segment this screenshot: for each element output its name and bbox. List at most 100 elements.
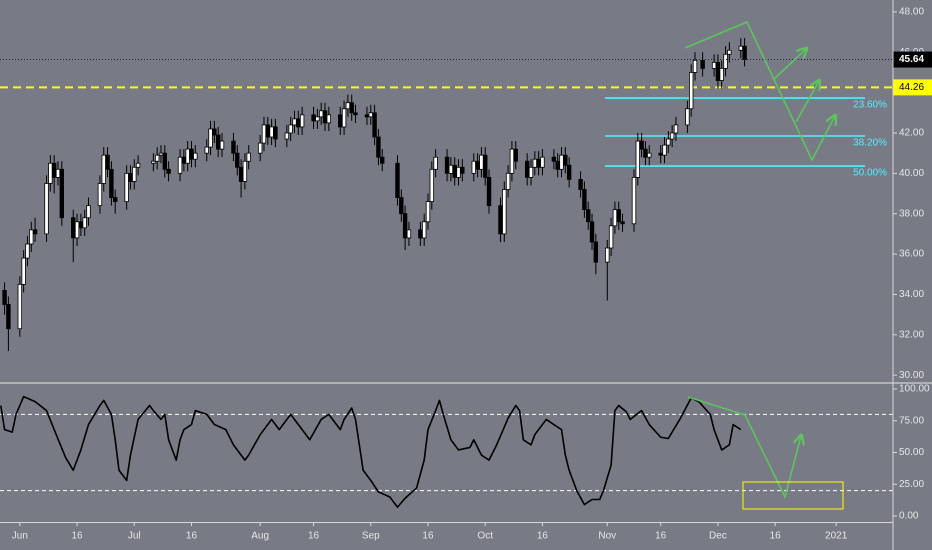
candle-body (368, 112, 373, 118)
candle-body (582, 189, 587, 211)
x-tick-label: Jun (12, 531, 28, 542)
candle-body (418, 229, 423, 239)
candle-body (586, 209, 591, 223)
candle-body (662, 144, 667, 156)
candle-body (231, 140, 236, 154)
candle-body (151, 160, 156, 164)
candle-body (311, 114, 316, 122)
candle-body (315, 116, 320, 122)
x-tick-label: Sep (362, 531, 380, 542)
candle-body (429, 168, 435, 202)
candle-body (479, 154, 484, 170)
candle-body (742, 45, 747, 60)
candle-body (608, 225, 614, 249)
candle-body (74, 221, 80, 239)
candle-body (204, 146, 209, 154)
candle-body (448, 164, 454, 174)
last-price-label: 45.64 (899, 54, 924, 65)
y-tick-label: 75.00 (899, 415, 924, 426)
candle-body (673, 124, 679, 134)
y-tick-label: 30.00 (899, 370, 924, 381)
projection-arrow (795, 81, 819, 123)
candle-body (59, 168, 64, 219)
y-tick-label: 36.00 (899, 249, 924, 260)
candle-body (6, 304, 11, 330)
x-tick-label: Oct (477, 531, 493, 542)
candle-body (635, 140, 641, 178)
x-tick-label: Dec (709, 531, 727, 542)
candle-body (29, 229, 34, 245)
candle-body (189, 148, 194, 160)
x-tick-label: Aug (251, 531, 269, 542)
candle-body (532, 158, 538, 168)
candle-body (132, 166, 137, 182)
candle-body (456, 166, 461, 178)
candle-body (502, 189, 507, 235)
candle-body (338, 114, 343, 128)
x-tick-label: Jul (128, 531, 141, 542)
candle-body (658, 152, 663, 156)
candle-body (292, 118, 297, 126)
candle-body (620, 221, 625, 225)
y-tick-label: 32.00 (899, 329, 924, 340)
candle-body (399, 197, 404, 215)
candle-body (612, 209, 618, 227)
candle-body (265, 124, 270, 138)
candle-body (643, 148, 648, 158)
candle-body (364, 114, 370, 118)
x-tick-label: 16 (308, 531, 320, 542)
candle-body (257, 142, 263, 154)
candle-body (48, 162, 53, 184)
candle-body (246, 152, 251, 162)
candle-body (647, 152, 652, 158)
x-tick-label: 16 (186, 531, 198, 542)
candle-body (154, 154, 160, 162)
candle-body (555, 160, 560, 170)
candle-body (471, 160, 476, 174)
fib-label: 50.00% (853, 168, 887, 179)
candle-body (380, 156, 385, 164)
candle-body (97, 183, 103, 207)
candle-body (215, 134, 221, 150)
fib-label: 23.60% (853, 100, 887, 111)
candle-body (723, 53, 728, 69)
candle-body (513, 148, 518, 162)
candle-body (616, 209, 621, 223)
candle-body (700, 59, 705, 69)
candle-body (158, 152, 164, 156)
candle-body (185, 148, 190, 164)
candle-body (21, 257, 26, 285)
candle-body (269, 126, 274, 138)
candle-body (212, 128, 217, 136)
candle-body (44, 183, 49, 235)
candle-body (135, 162, 141, 168)
candle-body (318, 110, 324, 118)
candle-body (738, 45, 743, 51)
candle-body (452, 164, 457, 178)
candle-body (284, 132, 290, 140)
candle-body (235, 152, 240, 168)
candle-body (444, 156, 450, 174)
candle-body (727, 49, 732, 55)
candle-body (32, 229, 38, 235)
candle-body (406, 229, 412, 239)
y-tick-label: 38.00 (899, 208, 924, 219)
projection-arrow (772, 49, 806, 81)
candle-body (711, 61, 717, 69)
candle-body (524, 160, 530, 178)
last-price-tag (893, 51, 932, 68)
candle-body (273, 126, 278, 140)
candle-body (509, 148, 515, 174)
projection-path (684, 20, 835, 162)
candle-body (349, 102, 354, 114)
candle-body (345, 102, 351, 110)
candle-body (536, 158, 541, 168)
x-tick-label: Nov (598, 531, 616, 542)
candle-body (689, 72, 694, 110)
candle-body (101, 154, 106, 184)
candle-body (181, 156, 187, 164)
x-tick-label: 16 (537, 531, 549, 542)
candle-body (353, 112, 358, 116)
y-tick-label: 25.00 (899, 479, 924, 490)
